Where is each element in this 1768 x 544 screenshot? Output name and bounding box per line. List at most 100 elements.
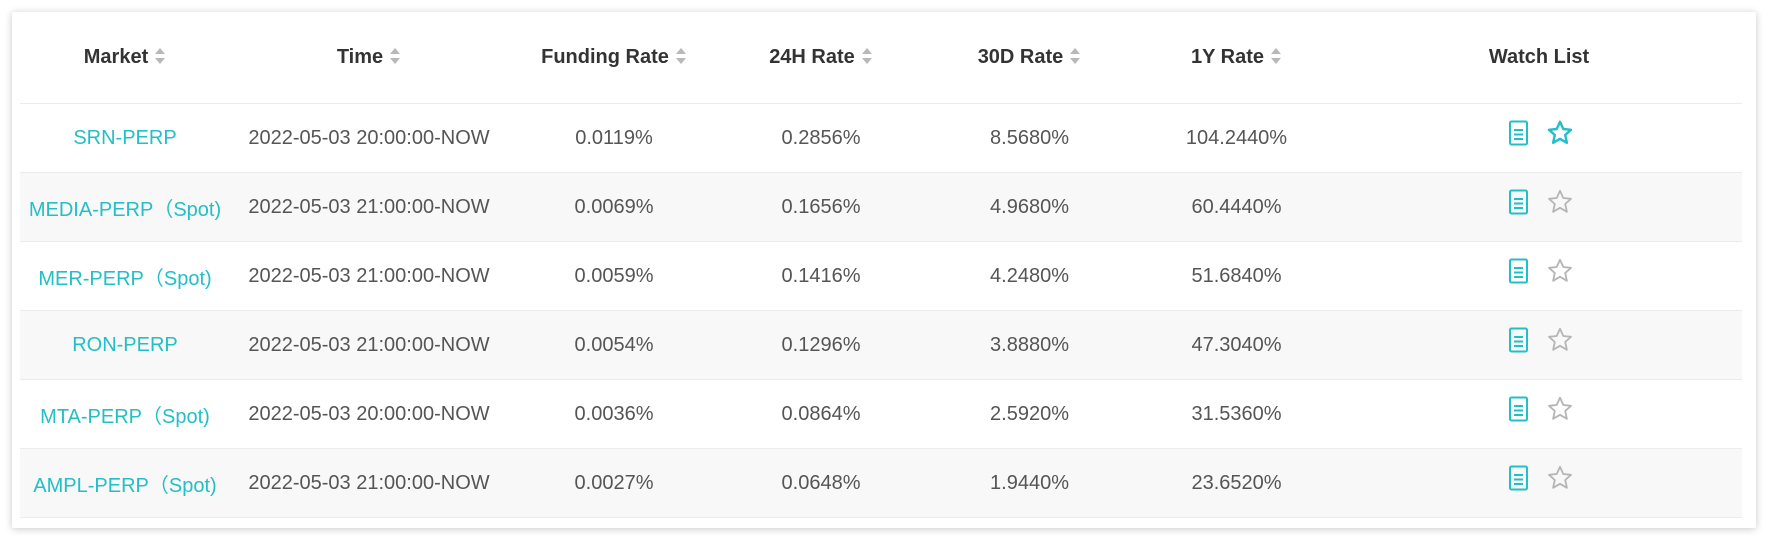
column-header-30d-rate[interactable]: 30D Rate	[922, 12, 1137, 104]
column-header-label: Market	[83, 46, 149, 68]
time-cell: 2022-05-03 21:00:00-NOW	[230, 448, 508, 518]
rate-30d-cell: 2.5920%	[990, 402, 1069, 425]
rate-30d-cell: 1.9440%	[990, 471, 1069, 494]
column-header-time[interactable]: Time	[230, 12, 508, 104]
watch-list-actions	[1504, 464, 1574, 492]
market-link[interactable]: MER-PERP（Spot)	[38, 267, 212, 290]
rate-1y-cell: 23.6520%	[1191, 471, 1282, 494]
rate-1y-cell: 23.6520%	[1137, 448, 1336, 518]
document-icon[interactable]	[1504, 395, 1532, 423]
rate-24h-cell: 0.1416%	[720, 241, 922, 311]
star-icon[interactable]	[1546, 188, 1574, 216]
column-header-funding-rate[interactable]: Funding Rate	[508, 12, 720, 104]
funding-rate-cell: 0.0054%	[574, 333, 654, 356]
funding-rate-card: Market Time Funding Rate 24H Rate 30D Rate 1Y…	[12, 12, 1756, 528]
document-icon[interactable]	[1504, 326, 1532, 354]
rate-1y-cell: 51.6840%	[1191, 264, 1282, 287]
rate-1y-cell: 51.6840%	[1137, 241, 1336, 311]
market-link[interactable]: MTA-PERP（Spot)	[40, 405, 210, 428]
time-cell: 2022-05-03 21:00:00-NOW	[230, 172, 508, 242]
sort-icon[interactable]	[1270, 47, 1282, 65]
sort-icon[interactable]	[1069, 47, 1081, 65]
time-cell: 2022-05-03 20:00:00-NOW	[230, 103, 508, 173]
funding-rate-table: Market Time Funding Rate 24H Rate 30D Rate 1Y…	[20, 12, 1742, 518]
column-header-label: Watch List	[1488, 46, 1590, 68]
rate-24h-cell: 0.1656%	[720, 172, 922, 242]
column-header-1y-rate[interactable]: 1Y Rate	[1137, 12, 1336, 104]
watch-list-actions	[1504, 257, 1574, 285]
sort-icon[interactable]	[389, 47, 401, 65]
table-row: SRN-PERP 2022-05-03 20:00:00-NOW 0.0119% 0.…	[20, 103, 1742, 173]
watch-list-cell	[1336, 103, 1742, 173]
column-header-label: 24H Rate	[769, 46, 855, 68]
rate-1y-cell: 60.4440%	[1137, 172, 1336, 242]
market-link[interactable]: RON-PERP	[72, 333, 178, 356]
rate-24h-cell: 0.0864%	[781, 402, 861, 425]
document-icon[interactable]	[1504, 464, 1532, 492]
funding-rate-cell: 0.0036%	[508, 379, 720, 449]
document-icon[interactable]	[1504, 188, 1532, 216]
time-cell: 2022-05-03 20:00:00-NOW	[248, 402, 490, 425]
table-header-row: Market Time Funding Rate 24H Rate 30D Rate 1Y…	[20, 12, 1742, 104]
funding-rate-cell: 0.0054%	[508, 310, 720, 380]
table-body: SRN-PERP 2022-05-03 20:00:00-NOW 0.0119% 0.…	[20, 103, 1742, 518]
column-header-watch-list: Watch List	[1336, 12, 1742, 104]
rate-1y-cell: 60.4440%	[1191, 195, 1282, 218]
watch-list-cell	[1336, 310, 1742, 380]
sort-icon[interactable]	[861, 47, 873, 65]
rate-30d-cell: 3.8880%	[990, 333, 1069, 356]
column-header-24h-rate[interactable]: 24H Rate	[720, 12, 922, 104]
rate-1y-cell: 31.5360%	[1137, 379, 1336, 449]
star-icon[interactable]	[1546, 119, 1574, 147]
time-cell: 2022-05-03 21:00:00-NOW	[230, 241, 508, 311]
rate-30d-cell: 2.5920%	[922, 379, 1137, 449]
funding-rate-cell: 0.0069%	[508, 172, 720, 242]
star-icon[interactable]	[1546, 257, 1574, 285]
market-link[interactable]: MEDIA-PERP（Spot)	[28, 198, 222, 221]
watch-list-actions	[1504, 188, 1574, 216]
rate-30d-cell: 8.5680%	[990, 126, 1069, 149]
market-link[interactable]: SRN-PERP	[73, 126, 177, 149]
star-icon[interactable]	[1546, 326, 1574, 354]
rate-30d-cell: 8.5680%	[922, 103, 1137, 173]
watch-list-actions	[1504, 395, 1574, 423]
sort-icon[interactable]	[675, 47, 687, 65]
column-header-label: 1Y Rate	[1190, 46, 1264, 68]
table-row: MTA-PERP（Spot) 2022-05-03 20:00:00-NOW 0.0…	[20, 379, 1742, 449]
table-row: AMPL-PERP（Spot) 2022-05-03 21:00:00-NOW 0.…	[20, 448, 1742, 518]
rate-1y-cell: 31.5360%	[1191, 402, 1282, 425]
market-cell: MER-PERP（Spot)	[20, 241, 230, 311]
time-cell: 2022-05-03 20:00:00-NOW	[230, 379, 508, 449]
rate-24h-cell: 0.0648%	[720, 448, 922, 518]
rate-24h-cell: 0.0648%	[781, 471, 861, 494]
star-icon[interactable]	[1546, 464, 1574, 492]
market-link[interactable]: AMPL-PERP（Spot)	[33, 474, 217, 497]
market-cell: MEDIA-PERP（Spot)	[20, 172, 230, 242]
watch-list-actions	[1504, 119, 1574, 147]
rate-30d-cell: 1.9440%	[922, 448, 1137, 518]
rate-24h-cell: 0.1296%	[720, 310, 922, 380]
funding-rate-cell: 0.0059%	[574, 264, 654, 287]
time-cell: 2022-05-03 21:00:00-NOW	[248, 264, 490, 287]
rate-30d-cell: 4.2480%	[922, 241, 1137, 311]
column-header-label: Funding Rate	[541, 46, 669, 68]
funding-rate-cell: 0.0027%	[508, 448, 720, 518]
rate-24h-cell: 0.1656%	[781, 195, 861, 218]
time-cell: 2022-05-03 21:00:00-NOW	[248, 333, 490, 356]
document-icon[interactable]	[1504, 257, 1532, 285]
table-row: MEDIA-PERP（Spot) 2022-05-03 21:00:00-NOW 0…	[20, 172, 1742, 242]
time-cell: 2022-05-03 21:00:00-NOW	[248, 471, 490, 494]
rate-1y-cell: 104.2440%	[1185, 126, 1288, 149]
rate-1y-cell: 47.3040%	[1137, 310, 1336, 380]
funding-rate-cell: 0.0119%	[508, 103, 720, 173]
document-icon[interactable]	[1504, 119, 1532, 147]
star-icon[interactable]	[1546, 395, 1574, 423]
time-cell: 2022-05-03 21:00:00-NOW	[230, 310, 508, 380]
rate-30d-cell: 4.9680%	[990, 195, 1069, 218]
watch-list-cell	[1336, 172, 1742, 242]
column-header-market[interactable]: Market	[20, 12, 230, 104]
watch-list-cell	[1336, 241, 1742, 311]
market-cell: RON-PERP	[20, 310, 230, 380]
time-cell: 2022-05-03 21:00:00-NOW	[248, 195, 490, 218]
sort-icon[interactable]	[154, 47, 166, 65]
